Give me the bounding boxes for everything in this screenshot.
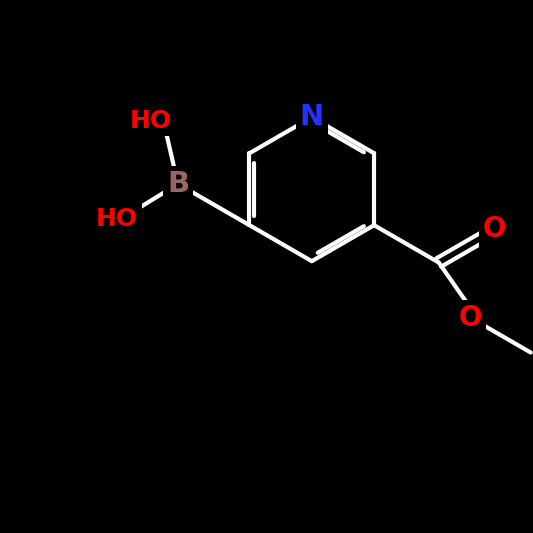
Text: O: O — [459, 304, 482, 332]
Text: B: B — [167, 170, 189, 198]
Text: HO: HO — [96, 206, 138, 231]
Text: N: N — [300, 103, 324, 131]
Text: HO: HO — [130, 109, 172, 133]
Text: O: O — [482, 215, 506, 244]
